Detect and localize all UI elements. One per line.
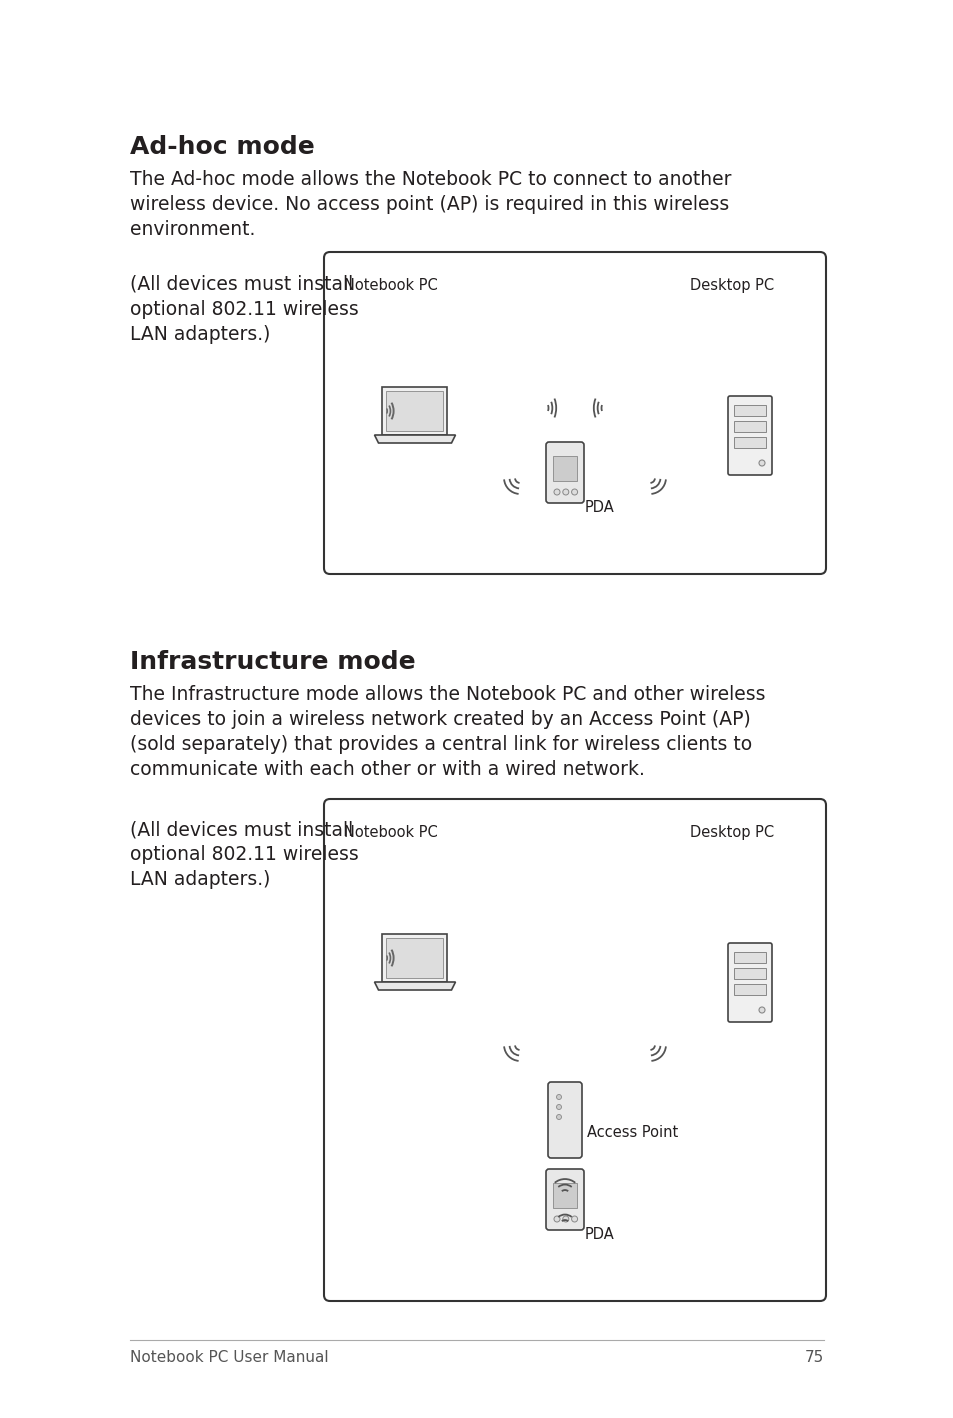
FancyBboxPatch shape bbox=[733, 968, 765, 978]
FancyBboxPatch shape bbox=[727, 943, 771, 1022]
Text: PDA: PDA bbox=[584, 501, 614, 515]
Text: (All devices must install: (All devices must install bbox=[130, 820, 353, 839]
Circle shape bbox=[562, 489, 568, 495]
Text: Notebook PC: Notebook PC bbox=[344, 278, 437, 294]
FancyBboxPatch shape bbox=[553, 457, 577, 481]
Polygon shape bbox=[375, 435, 455, 442]
Text: Ad-hoc mode: Ad-hoc mode bbox=[130, 135, 314, 159]
FancyBboxPatch shape bbox=[733, 437, 765, 448]
Text: LAN adapters.): LAN adapters.) bbox=[130, 325, 270, 345]
Text: 75: 75 bbox=[804, 1350, 823, 1366]
Circle shape bbox=[571, 1217, 577, 1222]
Text: (All devices must install: (All devices must install bbox=[130, 275, 353, 294]
FancyBboxPatch shape bbox=[553, 1183, 577, 1208]
Circle shape bbox=[571, 489, 577, 495]
Text: (sold separately) that provides a central link for wireless clients to: (sold separately) that provides a centra… bbox=[130, 735, 751, 754]
FancyBboxPatch shape bbox=[324, 252, 825, 574]
FancyBboxPatch shape bbox=[733, 984, 765, 995]
Polygon shape bbox=[375, 983, 455, 990]
Text: wireless device. No access point (AP) is required in this wireless: wireless device. No access point (AP) is… bbox=[130, 196, 728, 214]
FancyBboxPatch shape bbox=[545, 442, 583, 503]
Text: The Ad-hoc mode allows the Notebook PC to connect to another: The Ad-hoc mode allows the Notebook PC t… bbox=[130, 170, 731, 189]
Circle shape bbox=[554, 1217, 559, 1222]
Text: optional 802.11 wireless: optional 802.11 wireless bbox=[130, 301, 358, 319]
FancyBboxPatch shape bbox=[733, 406, 765, 415]
Circle shape bbox=[554, 489, 559, 495]
Text: The Infrastructure mode allows the Notebook PC and other wireless: The Infrastructure mode allows the Noteb… bbox=[130, 685, 764, 703]
Text: Infrastructure mode: Infrastructure mode bbox=[130, 649, 416, 674]
Text: PDA: PDA bbox=[584, 1227, 614, 1242]
Circle shape bbox=[759, 459, 764, 467]
FancyBboxPatch shape bbox=[547, 1082, 581, 1159]
Text: Desktop PC: Desktop PC bbox=[689, 278, 773, 294]
FancyBboxPatch shape bbox=[386, 937, 443, 978]
Circle shape bbox=[556, 1095, 561, 1099]
Text: Desktop PC: Desktop PC bbox=[689, 825, 773, 839]
Text: LAN adapters.): LAN adapters.) bbox=[130, 871, 270, 889]
Text: communicate with each other or with a wired network.: communicate with each other or with a wi… bbox=[130, 760, 644, 778]
Text: optional 802.11 wireless: optional 802.11 wireless bbox=[130, 845, 358, 864]
Text: devices to join a wireless network created by an Access Point (AP): devices to join a wireless network creat… bbox=[130, 710, 750, 729]
Circle shape bbox=[556, 1115, 561, 1119]
FancyBboxPatch shape bbox=[324, 798, 825, 1300]
Text: environment.: environment. bbox=[130, 220, 255, 240]
Circle shape bbox=[556, 1105, 561, 1109]
Text: Notebook PC: Notebook PC bbox=[344, 825, 437, 839]
Text: Access Point: Access Point bbox=[586, 1124, 678, 1140]
Circle shape bbox=[562, 1217, 568, 1222]
FancyBboxPatch shape bbox=[386, 391, 443, 431]
Circle shape bbox=[759, 1007, 764, 1012]
FancyBboxPatch shape bbox=[545, 1168, 583, 1229]
FancyBboxPatch shape bbox=[382, 934, 447, 983]
FancyBboxPatch shape bbox=[727, 396, 771, 475]
Text: Notebook PC User Manual: Notebook PC User Manual bbox=[130, 1350, 328, 1366]
FancyBboxPatch shape bbox=[382, 387, 447, 435]
FancyBboxPatch shape bbox=[733, 421, 765, 432]
FancyBboxPatch shape bbox=[733, 951, 765, 963]
